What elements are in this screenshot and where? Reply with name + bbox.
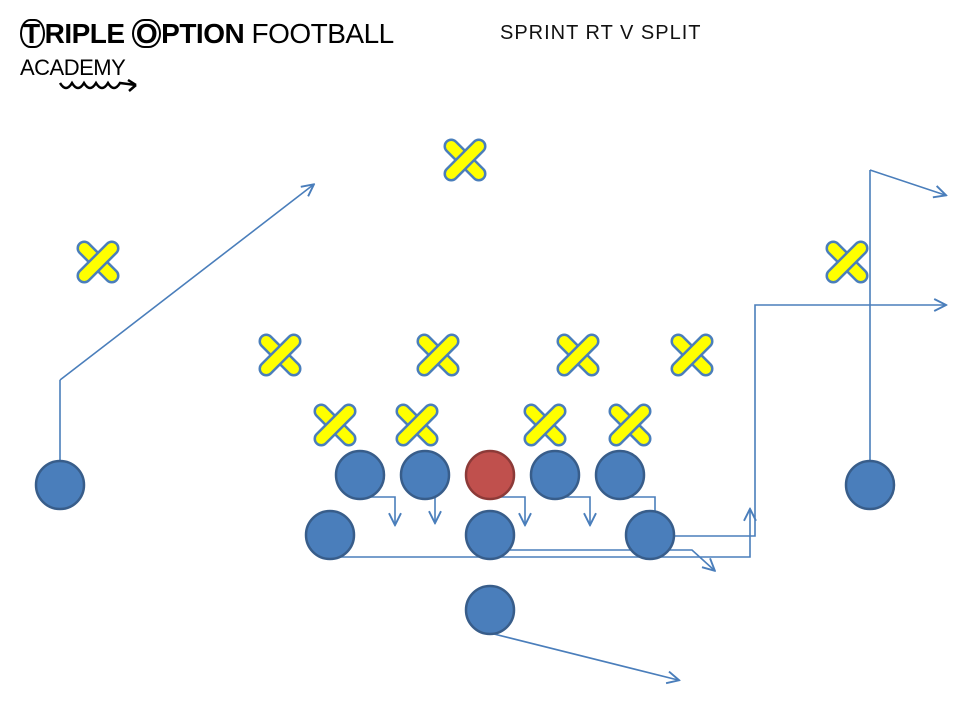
offense-wr-right: [846, 461, 894, 509]
offense-slot-left: [306, 511, 354, 559]
defender-dt-l: [394, 402, 440, 448]
offense-lg: [401, 451, 449, 499]
defender-dt-r: [522, 402, 568, 448]
offense-c: [466, 451, 514, 499]
offense-slot-right: [626, 511, 674, 559]
offense-qb: [466, 511, 514, 559]
defender-de-r: [607, 402, 653, 448]
route-qb-block: [510, 550, 714, 570]
offense-wr-left: [36, 461, 84, 509]
defender-cb-l: [75, 239, 121, 285]
route-lt-step: [370, 497, 395, 524]
defender-cb-r: [824, 239, 870, 285]
offense-rt: [596, 451, 644, 499]
defender-fs: [442, 137, 488, 183]
defense-layer: [75, 137, 870, 448]
defender-ilb-l: [415, 332, 461, 378]
defender-olb-l: [257, 332, 303, 378]
offense-lt: [336, 451, 384, 499]
route-fb-kick: [490, 633, 678, 680]
offense-rg: [531, 451, 579, 499]
defender-de-l: [312, 402, 358, 448]
route-rg-step: [565, 497, 590, 524]
defender-olb-r: [669, 332, 715, 378]
offense-fb: [466, 586, 514, 634]
route-wr-right-out: [870, 170, 945, 195]
play-diagram: [0, 0, 960, 720]
offense-layer: [36, 451, 894, 634]
route-slot-right-out: [673, 305, 945, 536]
defender-ilb-r: [555, 332, 601, 378]
